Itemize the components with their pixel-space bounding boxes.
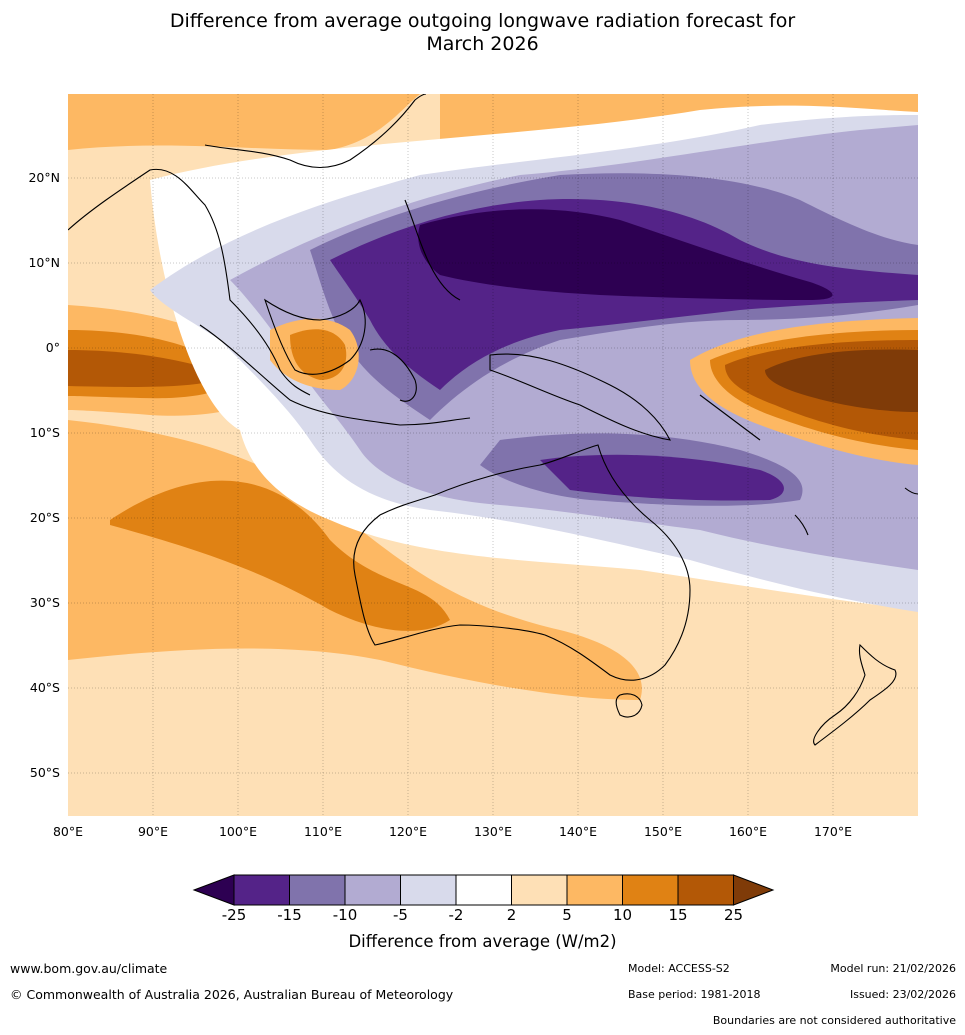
base-period-text: Base period: 1981-2018 bbox=[628, 988, 761, 1001]
model-text: Model: ACCESS-S2 bbox=[628, 962, 730, 975]
lon-label-130e: 130°E bbox=[473, 824, 512, 839]
colorbar-tick: -15 bbox=[277, 906, 302, 924]
colorbar-above-max bbox=[733, 874, 775, 906]
lat-label-50s: 50°S bbox=[29, 765, 60, 780]
coastline-sulawesi bbox=[369, 348, 417, 402]
coastline-sumatra-java bbox=[199, 324, 471, 426]
coastline-fiji bbox=[904, 487, 918, 495]
disclaimer-text: Boundaries are not considered authoritat… bbox=[712, 1014, 956, 1027]
coastlines bbox=[68, 94, 918, 746]
colorbar-swatch-8 bbox=[622, 874, 679, 906]
anomaly-band-above-25-pacific bbox=[765, 349, 918, 412]
map-field bbox=[68, 94, 918, 816]
title-line-1: Difference from average outgoing longwav… bbox=[169, 10, 796, 32]
colorbar-swatch-9 bbox=[677, 874, 734, 906]
colorbar-tick: 10 bbox=[612, 906, 633, 924]
anomaly-band-below-neg25 bbox=[418, 209, 833, 300]
colorbar-swatch-5 bbox=[455, 874, 512, 906]
lon-label-140e: 140°E bbox=[558, 824, 597, 839]
anomaly-band-10-to-15-borneo bbox=[290, 329, 347, 380]
coastline-mainland-asia bbox=[68, 168, 311, 396]
colorbar-tick: 15 bbox=[668, 906, 688, 924]
colorbar-tick: 25 bbox=[723, 906, 744, 924]
lat-label-20n: 20°N bbox=[28, 170, 60, 185]
colorbar-swatch-4 bbox=[400, 874, 457, 906]
lon-label-80e: 80°E bbox=[52, 824, 84, 839]
coastline-borneo bbox=[263, 298, 366, 375]
coastline-new-zealand bbox=[813, 643, 897, 746]
anomaly-band-15-to-25-eq bbox=[68, 350, 225, 387]
lon-label-90e: 90°E bbox=[137, 824, 169, 839]
lon-label-150e: 150°E bbox=[643, 824, 682, 839]
chart-title: Difference from average outgoing longwav… bbox=[0, 10, 965, 56]
lon-label-100e: 100°E bbox=[218, 824, 257, 839]
colorbar-swatch-2 bbox=[289, 874, 346, 906]
coastline-new-caledonia bbox=[794, 514, 809, 536]
colorbar-tick: -2 bbox=[448, 906, 464, 924]
colorbar-swatch-7 bbox=[566, 874, 623, 906]
website-link[interactable]: www.bom.gov.au/climate bbox=[10, 961, 168, 976]
lon-label-170e: 170°E bbox=[813, 824, 852, 839]
lon-label-160e: 160°E bbox=[728, 824, 767, 839]
lon-label-120e: 120°E bbox=[388, 824, 427, 839]
coastline-new-guinea bbox=[489, 353, 671, 441]
lat-label-10s: 10°S bbox=[29, 425, 60, 440]
colorbar-label: Difference from average (W/m2) bbox=[348, 932, 617, 951]
anomaly-band-neg15-to-neg25-south bbox=[540, 454, 784, 501]
colorbar-tick: 5 bbox=[562, 906, 572, 924]
copyright-text: © Commonwealth of Australia 2026, Austra… bbox=[10, 987, 454, 1002]
lat-label-30s: 30°S bbox=[29, 595, 60, 610]
gridlines bbox=[68, 94, 918, 816]
lat-label-10n: 10°N bbox=[28, 255, 60, 270]
colorbar-tick: 2 bbox=[506, 906, 517, 924]
coastline-australia bbox=[353, 444, 691, 681]
title-line-2: March 2026 bbox=[426, 33, 539, 55]
colorbar-swatch-3 bbox=[344, 874, 401, 906]
coastline-china bbox=[204, 94, 427, 168]
coastline-tasmania bbox=[615, 693, 643, 718]
colorbar-tick: -25 bbox=[221, 906, 247, 924]
anomaly-band-5-to-10-north bbox=[68, 94, 420, 150]
lon-label-110e: 110°E bbox=[303, 824, 342, 839]
lat-label-40s: 40°S bbox=[29, 680, 60, 695]
coastline-philippines bbox=[404, 199, 461, 301]
colorbar-below-min bbox=[192, 874, 235, 906]
coastline-solomon-islands bbox=[699, 394, 761, 441]
lat-label-0: 0° bbox=[45, 340, 60, 355]
colorbar-swatch-6 bbox=[511, 874, 568, 906]
colorbar-swatch-1 bbox=[233, 874, 290, 906]
colorbar-tick: -10 bbox=[332, 906, 358, 924]
lat-label-20s: 20°S bbox=[29, 510, 60, 525]
model-run-text: Model run: 21/02/2026 bbox=[830, 962, 956, 975]
colorbar-tick: -5 bbox=[393, 906, 408, 924]
issued-text: Issued: 23/02/2026 bbox=[849, 988, 956, 1001]
